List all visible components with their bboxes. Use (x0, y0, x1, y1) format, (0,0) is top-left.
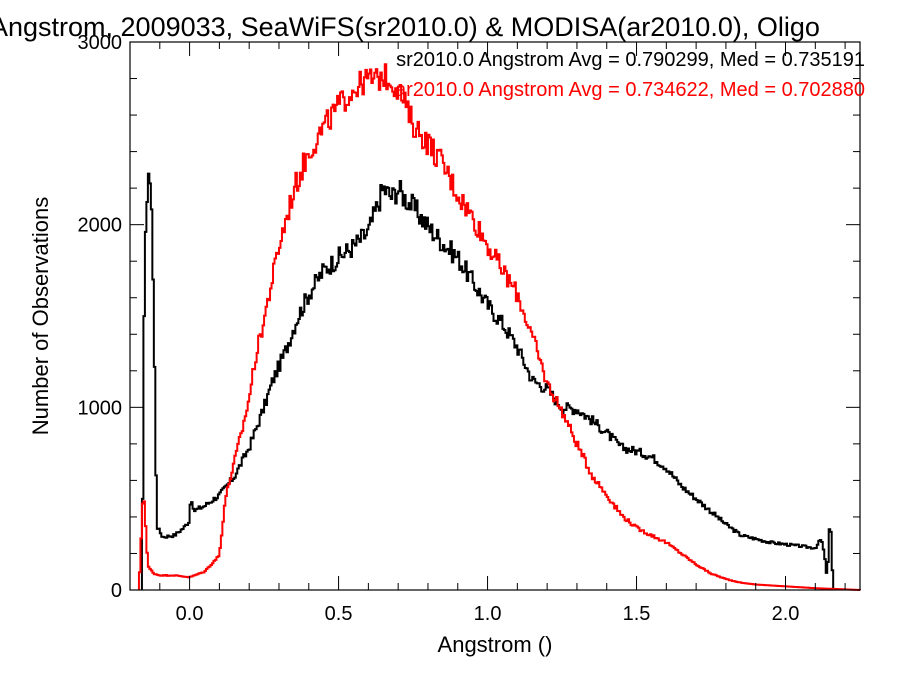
x-axis-label: Angstrom () (438, 632, 553, 657)
y-tick-label: 0 (111, 580, 122, 602)
series-sr2010-0-histogram (140, 172, 835, 590)
y-axis-label: Number of Observations (28, 197, 53, 435)
y-tick-label: 1000 (78, 397, 123, 419)
series-ar2010-0-histogram (137, 63, 861, 591)
stats-annotation-sr2010: sr2010.0 Angstrom Avg = 0.790299, Med = … (396, 49, 865, 71)
x-tick-label: 0.0 (176, 603, 204, 625)
x-tick-label: 0.5 (325, 603, 353, 625)
series-layer (137, 63, 861, 591)
chart-title: Angstrom, 2009033, SeaWiFS(sr2010.0) & M… (0, 12, 820, 42)
y-tick-label: 2000 (78, 215, 123, 237)
plot-frame (129, 41, 861, 591)
stats-annotation-ar2010: ar2010.0 Angstrom Avg = 0.734622, Med = … (395, 79, 865, 101)
y-tick-label: 3000 (78, 32, 123, 54)
x-tick-label: 1.5 (623, 603, 651, 625)
x-tick-label: 1.0 (474, 603, 502, 625)
x-tick-label: 2.0 (772, 603, 800, 625)
ticks-layer: 0.0 0.5 1.0 1.5 2.0 0 1000 2000 3000 (78, 32, 860, 625)
